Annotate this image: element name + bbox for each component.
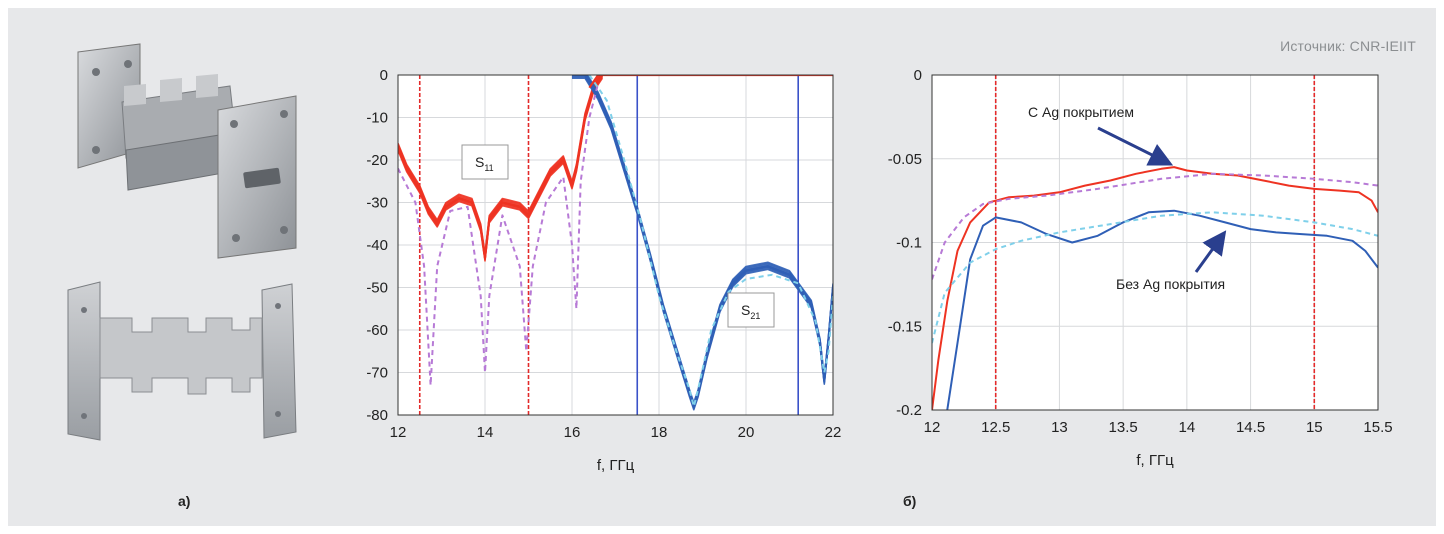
waveguide-filter-cutaway-photo xyxy=(67,281,297,441)
source-caption: Источник: CNR-IEIIT xyxy=(1280,38,1416,54)
x-axis-title: f, ГГц xyxy=(597,457,635,474)
series-line xyxy=(572,75,833,408)
x-axis-title: f, ГГц xyxy=(1136,452,1174,469)
s-parameters-chart: 12 14 16 18 20 22 0 -10 -20 -30 -40 -50 -60 -70 -80 f, … xyxy=(366,67,841,474)
series-line xyxy=(398,83,600,387)
series-line xyxy=(932,166,1378,410)
y-tick-label: -10 xyxy=(366,110,388,127)
waveguide-filter-3d-photo xyxy=(77,43,297,259)
x-tick-label: 14.5 xyxy=(1236,419,1265,436)
series-line xyxy=(398,75,604,259)
y-tick-label: 0 xyxy=(380,67,388,84)
annotation-subscript: 21 xyxy=(750,311,760,321)
s11-label: S11 xyxy=(461,144,509,180)
annotation-arrow xyxy=(1097,126,1174,166)
x-tick-label: 20 xyxy=(738,424,755,441)
y-tick-label: -0.1 xyxy=(896,235,922,252)
insertion-loss-chart: 12 12.5 13 13.5 14 14.5 15 15.5 0 -0.05 -0.1 -0.15 -… xyxy=(888,67,1393,469)
series-line xyxy=(588,75,833,408)
plot-frame xyxy=(397,74,834,416)
series-group xyxy=(398,75,833,411)
y-tick-label: -0.15 xyxy=(888,318,922,335)
x-tick-label: 12 xyxy=(924,419,941,436)
series-line xyxy=(932,172,1378,280)
plot-frame xyxy=(931,74,1379,411)
x-tick-label: 14 xyxy=(477,424,494,441)
y-tick-label: -20 xyxy=(366,152,388,169)
y-tick-label: 0 xyxy=(914,67,922,84)
x-tick-label: 14 xyxy=(1179,419,1196,436)
annotation-with-ag: С Ag покрытием xyxy=(1028,104,1134,120)
panel-label-b: б) xyxy=(903,493,917,509)
y-tick-label: -80 xyxy=(366,407,388,424)
x-tick-label: 13.5 xyxy=(1109,419,1138,436)
x-tick-label: 15 xyxy=(1306,419,1323,436)
y-tick-label: -0.05 xyxy=(888,151,922,168)
y-tick-label: -70 xyxy=(366,365,388,382)
x-tick-label: 16 xyxy=(564,424,581,441)
x-tick-label: 15.5 xyxy=(1363,419,1392,436)
series-line xyxy=(932,211,1378,344)
x-tick-label: 18 xyxy=(651,424,668,441)
series-line xyxy=(946,209,1378,410)
y-tick-label: -40 xyxy=(366,237,388,254)
series-group xyxy=(932,166,1378,410)
y-tick-label: -0.2 xyxy=(896,402,922,419)
annotation-arrow xyxy=(1194,230,1227,273)
s21-label: S21 xyxy=(727,292,775,328)
x-tick-label: 22 xyxy=(825,424,842,441)
panel-label-a: а) xyxy=(178,493,191,509)
annotation-subscript: 11 xyxy=(484,163,493,173)
y-tick-label: -50 xyxy=(366,280,388,297)
annotation-box xyxy=(727,292,775,328)
x-tick-label: 12 xyxy=(390,424,407,441)
y-tick-label: -60 xyxy=(366,322,388,339)
annotation-box xyxy=(461,144,509,180)
x-tick-label: 12.5 xyxy=(981,419,1010,436)
y-tick-label: -30 xyxy=(366,195,388,212)
x-tick-label: 13 xyxy=(1051,419,1068,436)
annotation-without-ag: Без Ag покрытия xyxy=(1116,276,1225,292)
